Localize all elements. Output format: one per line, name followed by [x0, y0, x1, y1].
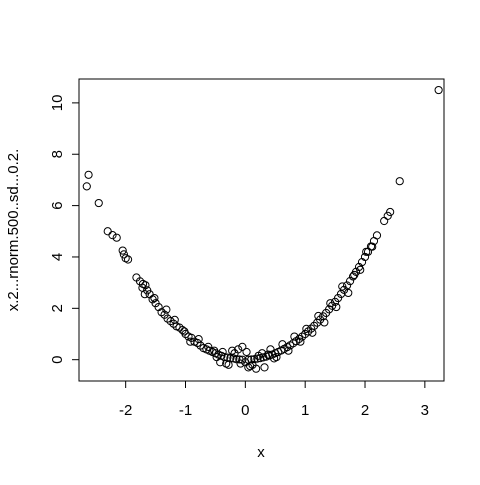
data-point — [169, 319, 178, 328]
data-point — [112, 233, 121, 242]
data-point — [123, 255, 133, 264]
data-point — [332, 302, 341, 312]
data-point — [242, 347, 251, 357]
x-tick-label: 1 — [301, 402, 309, 419]
data-point — [395, 177, 404, 186]
data-point — [94, 198, 103, 208]
y-tick-label: 0 — [49, 356, 66, 364]
data-point — [290, 332, 299, 341]
data-point — [307, 324, 316, 333]
x-tick-label: 0 — [241, 402, 249, 419]
data-point — [260, 363, 269, 372]
data-point — [386, 207, 395, 217]
data-point — [278, 340, 287, 349]
plot-frame — [78, 78, 445, 382]
y-tick-label: 8 — [49, 150, 66, 158]
data-point — [356, 265, 365, 274]
y-tick-label: 10 — [49, 95, 66, 112]
data-point — [166, 317, 175, 326]
data-point — [84, 170, 93, 179]
x-tick-label: -2 — [119, 402, 132, 419]
data-point — [186, 337, 195, 346]
data-point — [82, 182, 91, 191]
data-point — [362, 247, 371, 256]
data-point — [258, 349, 267, 358]
x-tick-label: 3 — [421, 402, 429, 419]
data-point — [252, 364, 261, 373]
data-point — [333, 293, 343, 303]
data-point — [345, 277, 355, 286]
data-point — [222, 359, 231, 368]
data-point — [162, 305, 171, 314]
data-point — [180, 327, 189, 336]
data-point — [236, 359, 245, 368]
x-tick-label: 2 — [361, 402, 369, 419]
y-axis: 0 2 4 6 8 10 — [49, 95, 79, 364]
data-point — [263, 350, 273, 359]
data-point — [348, 272, 358, 281]
y-axis-label: x.2...rnorm.500..sd...0.2. — [5, 149, 22, 312]
data-point — [372, 231, 382, 240]
data-point — [302, 324, 311, 333]
x-axis-label: x — [257, 444, 265, 461]
data-point — [308, 328, 317, 337]
data-point — [256, 354, 265, 363]
data-point — [326, 299, 335, 308]
data-point — [296, 337, 305, 346]
data-point — [244, 363, 253, 372]
data-point — [150, 293, 159, 303]
data-point — [119, 250, 128, 259]
data-point — [204, 342, 213, 351]
data-point — [434, 85, 443, 95]
data-point — [103, 227, 112, 236]
y-tick-label: 2 — [49, 304, 66, 312]
data-point — [350, 270, 359, 280]
data-point — [380, 216, 389, 226]
data-point — [170, 315, 179, 324]
data-point — [218, 347, 227, 357]
data-point — [194, 335, 203, 344]
data-point — [304, 327, 313, 336]
data-point — [269, 354, 279, 363]
data-point — [118, 246, 127, 255]
data-point — [216, 358, 225, 367]
data-point — [108, 231, 117, 240]
y-tick-label: 4 — [49, 253, 66, 261]
data-point — [344, 288, 353, 298]
data-point — [229, 354, 238, 363]
points-layer — [82, 85, 443, 373]
x-axis: -2 -1 0 1 2 3 — [119, 380, 429, 419]
data-point — [234, 345, 243, 354]
data-point — [284, 346, 293, 355]
data-point — [141, 281, 150, 290]
y-tick-label: 6 — [49, 201, 66, 209]
data-point — [238, 355, 247, 364]
data-point — [140, 290, 149, 299]
data-point — [210, 346, 219, 355]
data-point — [320, 318, 329, 327]
data-point — [298, 332, 307, 341]
data-point — [338, 282, 347, 291]
data-point — [266, 345, 275, 354]
data-point — [259, 353, 268, 362]
x-tick-label: -1 — [179, 402, 192, 419]
data-point — [228, 346, 237, 355]
data-point — [232, 355, 241, 364]
data-point — [238, 342, 247, 351]
data-point — [314, 311, 323, 321]
data-point — [368, 242, 377, 251]
